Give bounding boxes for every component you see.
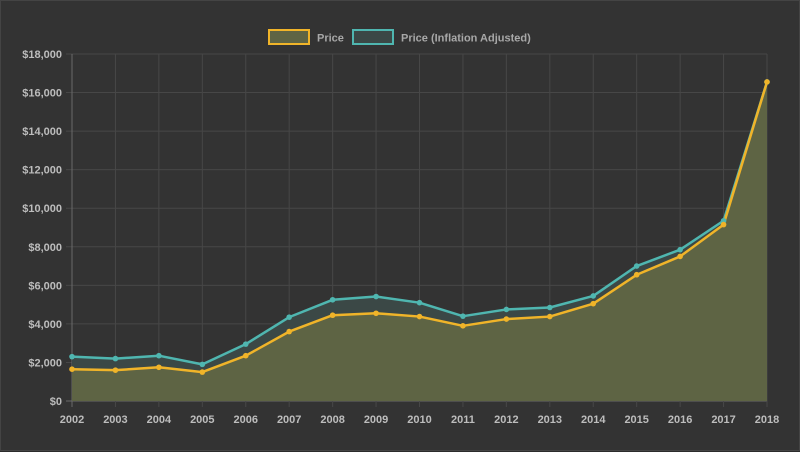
y-tick-label: $16,000 <box>22 88 62 100</box>
price-point <box>416 313 423 320</box>
y-tick-label: $0 <box>50 396 62 408</box>
price-point <box>460 323 466 329</box>
x-tick-label: 2002 <box>60 414 84 426</box>
price-point <box>720 221 727 228</box>
y-tick-label: $8,000 <box>28 242 62 254</box>
price-point <box>199 369 206 375</box>
legend-swatch-inflation-adjusted <box>352 29 394 45</box>
y-tick-label: $18,000 <box>22 49 62 61</box>
price-point <box>329 312 336 319</box>
inflation-adjusted-point <box>286 314 292 320</box>
price-point <box>156 364 162 371</box>
x-tick-label: 2011 <box>451 414 475 426</box>
price-point <box>112 367 119 373</box>
x-tick-label: 2010 <box>407 414 431 426</box>
axis-labels: $0 $2,000 $4,000 $6,000 $8,000 $10,000 $12,000… <box>22 49 779 426</box>
inflation-adjusted-point <box>329 296 336 303</box>
x-tick-label: 2016 <box>668 414 692 426</box>
x-tick-label: 2012 <box>494 414 518 426</box>
inflation-adjusted-point <box>416 299 423 306</box>
inflation-adjusted-point <box>547 304 553 311</box>
inflation-adjusted-point <box>199 361 206 368</box>
x-tick-label: 2003 <box>103 414 127 426</box>
price-point <box>633 271 640 278</box>
x-tick-label: 2013 <box>538 414 562 426</box>
inflation-adjusted-point <box>720 217 727 224</box>
legend-label-inflation-adjusted: Price (Inflation Adjusted) <box>401 33 531 45</box>
legend[interactable]: Price Price (Inflation Adjusted) <box>268 29 531 45</box>
inflation-adjusted-point <box>112 355 119 362</box>
y-tick-label: $4,000 <box>28 319 62 331</box>
price-point <box>677 253 683 260</box>
price-point <box>286 328 292 335</box>
x-tick-label: 2005 <box>190 414 214 426</box>
price-point <box>764 79 770 85</box>
x-tick-label: 2015 <box>624 414 648 426</box>
y-tick-label: $10,000 <box>22 203 62 215</box>
y-tick-label: $2,000 <box>28 357 62 369</box>
x-tick-label: 2018 <box>755 414 779 426</box>
price-point <box>373 310 379 317</box>
x-tick-label: 2009 <box>364 414 388 426</box>
inflation-adjusted-point <box>242 341 249 347</box>
price-point <box>547 313 553 320</box>
legend-swatch-price <box>268 29 310 45</box>
inflation-adjusted-point <box>460 313 466 319</box>
y-tick-label: $14,000 <box>22 126 62 138</box>
price-point <box>503 316 510 322</box>
x-tick-label: 2014 <box>581 414 606 426</box>
price-area <box>72 81 767 402</box>
inflation-adjusted-point <box>633 263 640 269</box>
inflation-adjusted-point <box>373 293 379 300</box>
price-point <box>590 300 597 307</box>
inflation-adjusted-point <box>677 246 683 253</box>
legend-label-price: Price <box>317 33 344 45</box>
x-tick-label: 2008 <box>320 414 344 426</box>
price-point <box>69 366 75 372</box>
y-tick-label: $6,000 <box>28 280 62 292</box>
x-tick-label: 2004 <box>147 414 172 426</box>
x-tick-label: 2007 <box>277 414 301 426</box>
series-areas <box>72 81 767 402</box>
y-tick-label: $12,000 <box>22 165 62 177</box>
series-points <box>69 79 770 375</box>
price-point <box>242 352 249 359</box>
x-tick-label: 2017 <box>711 414 735 426</box>
inflation-adjusted-point <box>156 352 162 359</box>
inflation-adjusted-point <box>503 306 510 313</box>
inflation-adjusted-point <box>590 293 597 299</box>
inflation-adjusted-point <box>69 353 75 360</box>
x-tick-label: 2006 <box>234 414 258 426</box>
